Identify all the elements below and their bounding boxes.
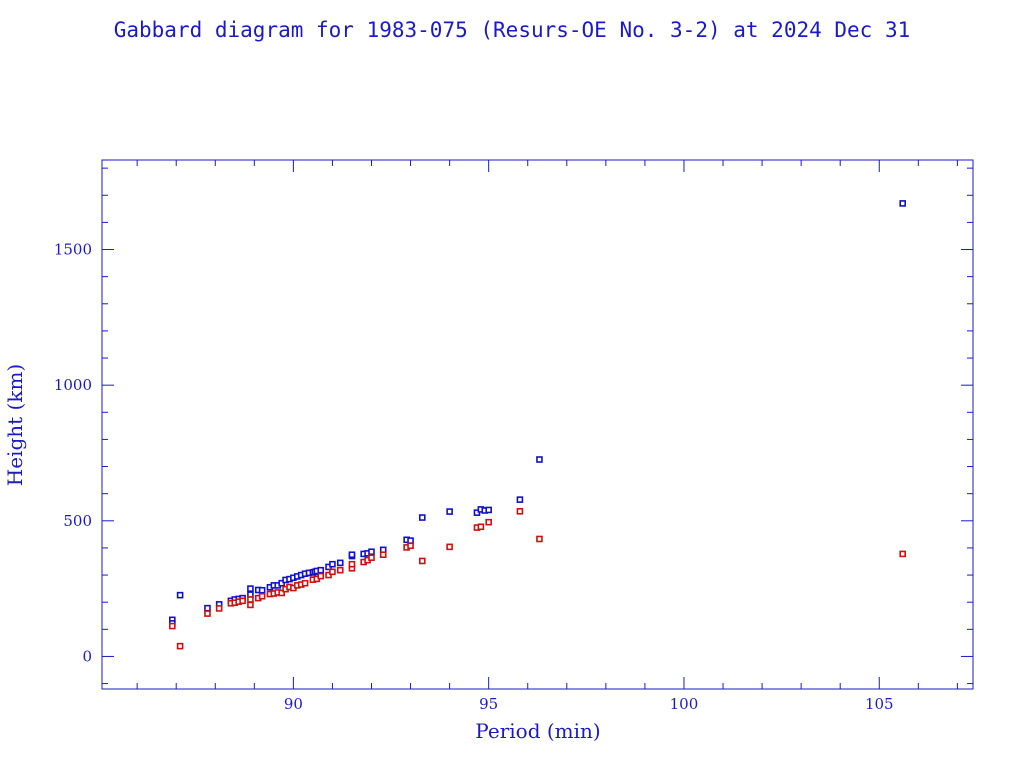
x-tick-label: 100 [670, 695, 699, 713]
perigee-point [329, 568, 336, 576]
apogee-point [446, 508, 453, 515]
perigee-point [247, 601, 254, 609]
y-tick-label: 1500 [54, 241, 92, 259]
apogee-point [418, 514, 426, 521]
perigee-point [536, 535, 543, 543]
x-tick-label: 105 [865, 695, 894, 713]
perigee-point [301, 579, 309, 587]
perigee-point [368, 554, 375, 561]
y-axis-label: Height (km) [3, 364, 27, 486]
apogee-point [336, 559, 344, 567]
x-tick-label: 90 [284, 695, 303, 713]
perigee-point [407, 542, 414, 550]
y-tick-label: 500 [63, 512, 92, 530]
apogee-point [204, 604, 211, 612]
plot-frame [101, 159, 974, 690]
apogee-point [536, 456, 543, 463]
apogee-point [485, 506, 492, 514]
y-tick-label: 0 [82, 647, 92, 665]
apogee-point [258, 586, 266, 594]
perigee-point [516, 508, 524, 515]
perigee-point [899, 550, 906, 558]
data-points [169, 200, 906, 650]
apogee-point [329, 560, 336, 568]
perigee-point [176, 642, 184, 650]
apogee-point [407, 537, 414, 544]
perigee-point [348, 560, 356, 568]
chart-title: Gabbard diagram for 1983-075 (Resurs-OE … [114, 18, 911, 42]
x-axis-label: Period (min) [475, 719, 600, 743]
apogee-point [247, 585, 254, 592]
apogee-point [368, 548, 375, 556]
perigee-point [215, 605, 223, 612]
apogee-point [516, 496, 524, 503]
apogee-point [899, 200, 906, 207]
perigee-point [485, 518, 492, 526]
perigee-point [317, 572, 325, 580]
perigee-point [278, 589, 285, 597]
perigee-point [379, 551, 387, 559]
x-tick-label: 95 [479, 695, 498, 713]
perigee-point [418, 557, 426, 565]
perigee-point [169, 622, 176, 630]
y-tick-label: 1000 [54, 376, 92, 394]
apogee-point [317, 566, 325, 574]
perigee-point [477, 523, 485, 531]
apogee-point [348, 551, 356, 559]
axis-ticks [102, 160, 973, 689]
perigee-point [239, 597, 246, 605]
apogee-point [176, 591, 184, 599]
perigee-point [247, 596, 254, 603]
perigee-point [336, 566, 344, 574]
perigee-point [204, 610, 211, 617]
perigee-point [258, 592, 266, 600]
axis-tick-labels: 90 95 100 105 0 500 1000 1500 [54, 241, 894, 713]
perigee-point [446, 543, 453, 551]
